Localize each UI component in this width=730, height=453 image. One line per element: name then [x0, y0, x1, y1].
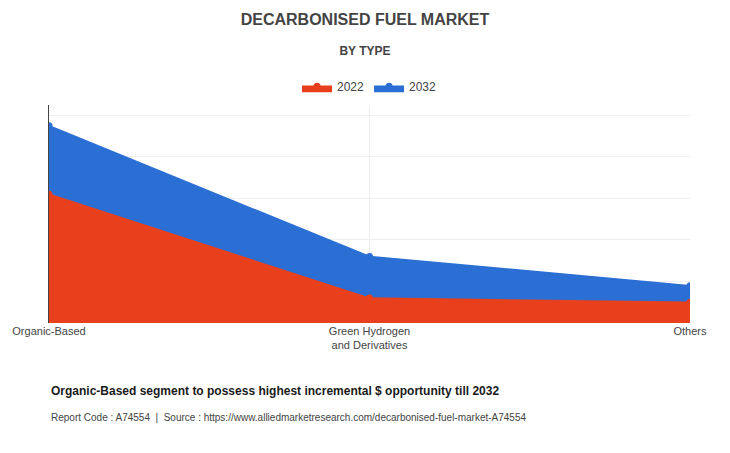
svg-text:Others: Others: [673, 325, 707, 337]
svg-text:Organic-Based: Organic-Based: [12, 325, 85, 337]
svg-text:DECARBONISED FUEL MARKET: DECARBONISED FUEL MARKET: [241, 11, 490, 28]
svg-text:2032: 2032: [409, 80, 436, 94]
svg-text:Report Code : A74554 | Sourc: Report Code : A74554 | Source : https://…: [51, 412, 526, 423]
svg-text:2022: 2022: [337, 80, 364, 94]
svg-text:Organic-Based segment to posse: Organic-Based segment to possess highest…: [51, 384, 499, 398]
svg-text:BY TYPE: BY TYPE: [339, 44, 390, 58]
svg-text:Green Hydrogenand Derivatives: Green Hydrogenand Derivatives: [329, 325, 410, 351]
